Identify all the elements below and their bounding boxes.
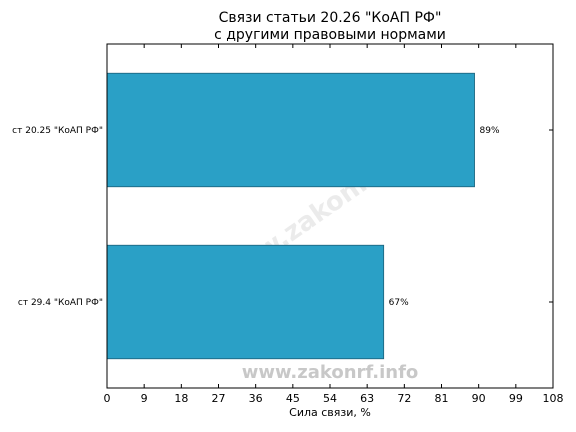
category-labels: ст 20.25 "КоАП РФ" ст 29.4 "КоАП РФ" (12, 126, 103, 308)
x-tick-label-5: 45 (286, 392, 300, 405)
data-labels: 89% 67% (389, 126, 500, 308)
x-tick-label-4: 36 (249, 392, 263, 405)
chart-title-line-2: с другими правовыми нормами (214, 27, 446, 43)
x-tick-label-0: 0 (104, 392, 111, 405)
x-axis-label: Сила связи, % (289, 406, 371, 419)
x-tick-label-8: 72 (397, 392, 411, 405)
x-tick-label-9: 81 (435, 392, 449, 405)
x-tick-label-1: 9 (141, 392, 148, 405)
x-tick-label-10: 90 (472, 392, 486, 405)
data-label-1: 67% (389, 298, 409, 308)
x-ticks: 0 9 18 27 36 45 54 63 72 81 90 99 108 (104, 44, 564, 405)
x-tick-label-12: 108 (543, 392, 564, 405)
bars-group (106, 72, 553, 360)
x-tick-label-11: 99 (509, 392, 523, 405)
data-label-0: 89% (480, 126, 500, 136)
category-label-1: ст 29.4 "КоАП РФ" (18, 298, 103, 308)
category-label-0: ст 20.25 "КоАП РФ" (12, 126, 103, 136)
bar-1 (106, 244, 385, 360)
x-tick-label-6: 54 (323, 392, 337, 405)
plot-frame (106, 43, 554, 389)
chart-title-line-1: Связи статьи 20.26 "КоАП РФ" (219, 10, 442, 26)
bar-0 (106, 72, 475, 188)
x-tick-label-2: 18 (174, 392, 188, 405)
x-tick-label-7: 63 (360, 392, 374, 405)
x-tick-label-3: 27 (212, 392, 226, 405)
watermark-bottom: www.zakonrf.info (242, 362, 419, 383)
